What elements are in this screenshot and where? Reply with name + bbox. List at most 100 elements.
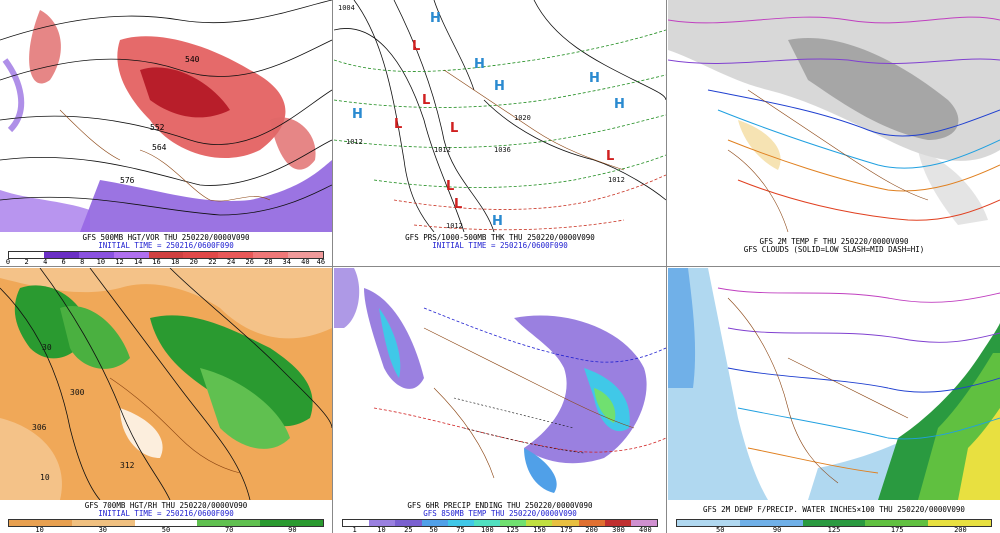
panel-divider (0, 266, 1000, 267)
panel-2m-temp-clouds: GFS 2M TEMP F THU 250220/0000V090 GFS CL… (668, 0, 1000, 265)
high-pressure-marker: H (614, 97, 625, 112)
scale-tick: 4 (43, 258, 48, 265)
isobar-label: 1012 (346, 138, 363, 146)
map-2m-temp (668, 0, 1000, 232)
scale-tick: 24 (226, 258, 236, 265)
high-pressure-marker: H (492, 214, 503, 229)
contour-label: 576 (120, 176, 135, 185)
scale-tick: 300 (612, 526, 625, 533)
scale-tick: 90 (772, 526, 782, 533)
panel-dewpoint-pwat: GFS 2M DEWP F/PRECIP. WATER INCHES×100 T… (668, 268, 1000, 533)
scale-tick: 20 (189, 258, 199, 265)
scale-tick: 50 (716, 526, 725, 533)
scale-tick: 46 (316, 258, 326, 265)
contour-label: 10 (40, 473, 50, 482)
scale-tick: 30 (98, 526, 108, 533)
isobar-label: 1036 (494, 146, 511, 154)
scale-ticks: 50 90 125 175 200 (676, 526, 992, 533)
low-pressure-marker: L (454, 197, 462, 212)
caption-title: GFS 500MB HGT/VOR THU 250220/0000V090 (82, 233, 250, 242)
panel-500mb-vorticity: 540 552 564 576 GFS 500MB HGT/VOR THU 25… (0, 0, 332, 265)
low-pressure-marker: L (412, 39, 420, 54)
scale-tick: 50 (429, 526, 438, 533)
scale-tick: 14 (133, 258, 143, 265)
scale-tick: 200 (585, 526, 598, 533)
scale-tick: 10 (35, 526, 44, 533)
caption-initial-time: INITIAL TIME = 250216/0600F090 (98, 241, 234, 250)
caption-title: GFS 700MB HGT/RH THU 250220/0000V090 (84, 501, 248, 510)
scale-tick: 1 (352, 526, 357, 533)
scale-tick: 200 (954, 526, 967, 533)
scale-tick: 70 (224, 526, 234, 533)
contour-label: 306 (32, 423, 47, 432)
caption-clouds-legend: GFS CLOUDS (SOLID=LOW SLASH=MID DASH=HI) (743, 245, 925, 254)
high-pressure-marker: H (430, 11, 441, 26)
contour-label: 564 (152, 143, 167, 152)
scale-tick: 90 (288, 526, 297, 533)
caption-initial-time: INITIAL TIME = 250216/0600F090 (432, 241, 568, 250)
panel-6hr-precip: GFS 6HR PRECIP ENDING THU 250220/0000V09… (334, 268, 666, 533)
scale-tick: 16 (152, 258, 161, 265)
caption-title: GFS 2M DEWP F/PRECIP. WATER INCHES×100 T… (703, 505, 965, 514)
caption-title: GFS PRS/1000-500MB THK THU 250220/0000V0… (405, 233, 595, 242)
isobar-label: 1012 (608, 176, 625, 184)
low-pressure-marker: L (394, 117, 402, 132)
low-pressure-marker: L (450, 121, 458, 136)
isobar-label: 1012 (446, 222, 463, 230)
scale-tick: 125 (506, 526, 519, 533)
caption-title: GFS 6HR PRECIP ENDING THU 250220/0000V09… (407, 501, 593, 510)
high-pressure-marker: H (352, 107, 363, 122)
scale-tick: 8 (80, 258, 85, 265)
scale-tick: 150 (533, 526, 546, 533)
caption-initial-time: INITIAL TIME = 250216/0600F090 (98, 509, 234, 518)
caption-secondary: GFS 850MB TEMP THU 250220/0000V090 (423, 509, 577, 518)
scale-tick: 40 (301, 258, 310, 265)
scale-tick: 28 (264, 258, 273, 265)
low-pressure-marker: L (606, 149, 614, 164)
scale-tick: 50 (161, 526, 171, 533)
scale-tick: 6 (61, 258, 66, 265)
panel-700mb-rh: 300 306 312 30 10 GFS 700MB HGT/RH THU 2… (0, 268, 332, 533)
scale-ticks: 1 10 25 50 75 100 125 150 175 200 300 40… (342, 526, 658, 533)
scale-tick: 2 (24, 258, 29, 265)
map-700mb-rh: 300 306 312 30 10 (0, 268, 332, 500)
scale-tick: 175 (890, 526, 904, 533)
scale-tick: 400 (639, 526, 652, 533)
color-scale-bar (342, 519, 658, 527)
contour-label: 30 (42, 343, 52, 352)
scale-tick: 25 (404, 526, 413, 533)
contour-label: 552 (150, 123, 165, 132)
panel-surface-pressure: H H H H H H H L L L L L L L 1004 1012 10… (334, 0, 666, 265)
scale-tick: 0 (5, 258, 11, 265)
scale-tick: 34 (282, 258, 291, 265)
scale-tick: 10 (96, 258, 106, 265)
high-pressure-marker: H (589, 71, 600, 86)
isobar-label: 1012 (434, 146, 451, 154)
isobar-label: 1020 (514, 114, 531, 122)
scale-tick: 75 (456, 526, 465, 533)
contour-label: 540 (185, 55, 200, 64)
color-scale-bar (8, 519, 324, 527)
map-6hr-precip (334, 268, 666, 500)
map-dewpoint-pwat (668, 268, 1000, 500)
high-pressure-marker: H (494, 79, 505, 94)
caption-title: GFS 2M TEMP F THU 250220/0000V090 (759, 237, 909, 246)
color-scale-bar (8, 251, 324, 259)
color-scale-bar (676, 519, 992, 527)
map-500mb: 540 552 564 576 (0, 0, 332, 232)
low-pressure-marker: L (446, 179, 454, 194)
scale-tick: 125 (827, 526, 841, 533)
high-pressure-marker: H (474, 57, 485, 72)
scale-tick: 10 (377, 526, 386, 533)
scale-ticks: 0 2 4 6 8 10 12 14 16 18 20 22 24 26 28 … (5, 258, 326, 265)
scale-tick: 22 (208, 258, 217, 265)
scale-ticks: 10 30 50 70 90 (8, 526, 324, 533)
isobar-label: 1004 (338, 4, 355, 12)
contour-label: 300 (70, 388, 85, 397)
contour-label: 312 (120, 461, 135, 470)
map-surface-pressure: H H H H H H H L L L L L L L 1004 1012 10… (334, 0, 666, 232)
scale-tick: 12 (115, 258, 124, 265)
scale-tick: 18 (170, 258, 180, 265)
scale-tick: 26 (245, 258, 254, 265)
